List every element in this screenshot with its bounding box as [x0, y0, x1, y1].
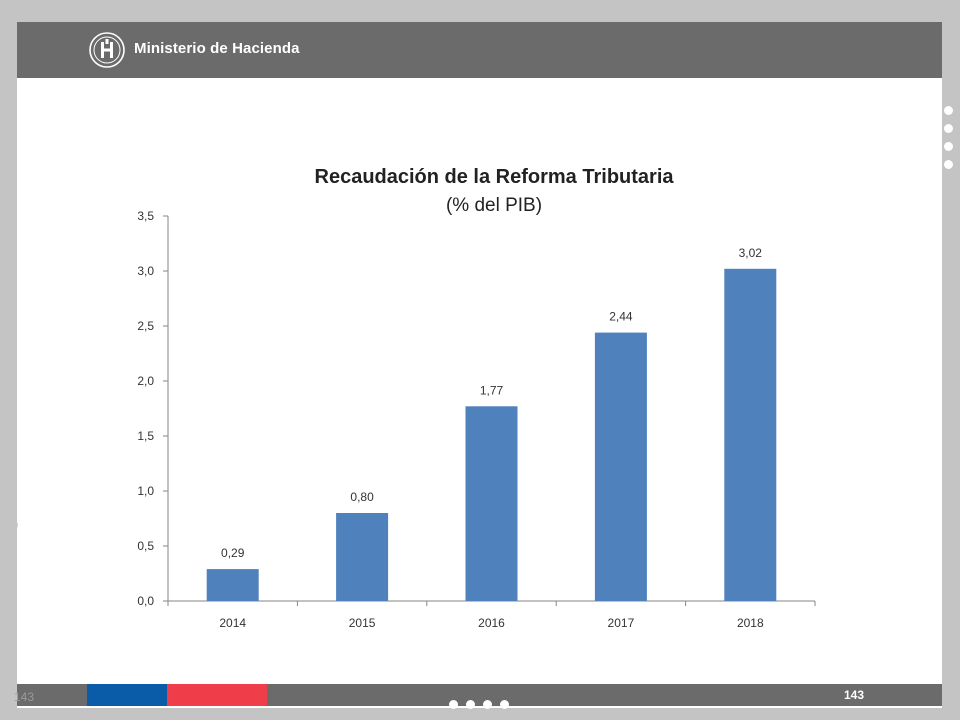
- page-number-ghost: 143: [14, 690, 35, 704]
- y-tick-label: 1,5: [137, 429, 154, 443]
- data-label: 1,77: [480, 383, 504, 397]
- x-tick-label: 2016: [478, 616, 505, 630]
- bar: [724, 268, 777, 601]
- y-tick-label: 3,5: [137, 209, 154, 223]
- bar: [594, 332, 647, 601]
- footer-bar: 143: [17, 684, 942, 706]
- y-tick-label: 1,0: [137, 484, 154, 498]
- y-tick-label: 2,0: [137, 374, 154, 388]
- data-label: 0,80: [350, 490, 374, 504]
- y-tick-label: 2,5: [137, 319, 154, 333]
- chart-subtitle: (% del PIB): [446, 195, 542, 216]
- decor-dot: [449, 700, 458, 709]
- y-tick-label: 0,0: [137, 594, 154, 608]
- footer-stripe-red: [167, 684, 267, 706]
- decor-dot: [466, 700, 475, 709]
- x-tick-label: 2017: [608, 616, 635, 630]
- x-tick-label: 2014: [219, 616, 246, 630]
- x-tick-label: 2018: [737, 616, 764, 630]
- decor-dot: [500, 700, 509, 709]
- y-tick-label: 3,0: [137, 264, 154, 278]
- bar: [465, 406, 518, 601]
- decor-dot: [944, 160, 953, 169]
- data-label: 2,44: [609, 310, 633, 324]
- decor-dot: [944, 106, 953, 115]
- organization-name: Ministerio de Hacienda: [134, 40, 300, 57]
- x-tick-label: 2015: [349, 616, 376, 630]
- footer-stripe-blue: [87, 684, 167, 706]
- data-label: 0,29: [221, 546, 245, 560]
- decor-dot: [483, 700, 492, 709]
- chart-title: Recaudación de la Reforma Tributaria: [315, 166, 675, 188]
- y-tick-label: 0,5: [137, 539, 154, 553]
- hacienda-seal-icon: [89, 32, 125, 68]
- decor-dot: [944, 124, 953, 133]
- left-edge-tab: [0, 470, 18, 580]
- header-bar: Ministerio de Hacienda: [17, 22, 942, 78]
- bar: [336, 513, 389, 601]
- page-number: 143: [843, 688, 864, 702]
- bar: [206, 569, 259, 601]
- decor-dot: [944, 142, 953, 151]
- data-label: 3,02: [739, 246, 763, 260]
